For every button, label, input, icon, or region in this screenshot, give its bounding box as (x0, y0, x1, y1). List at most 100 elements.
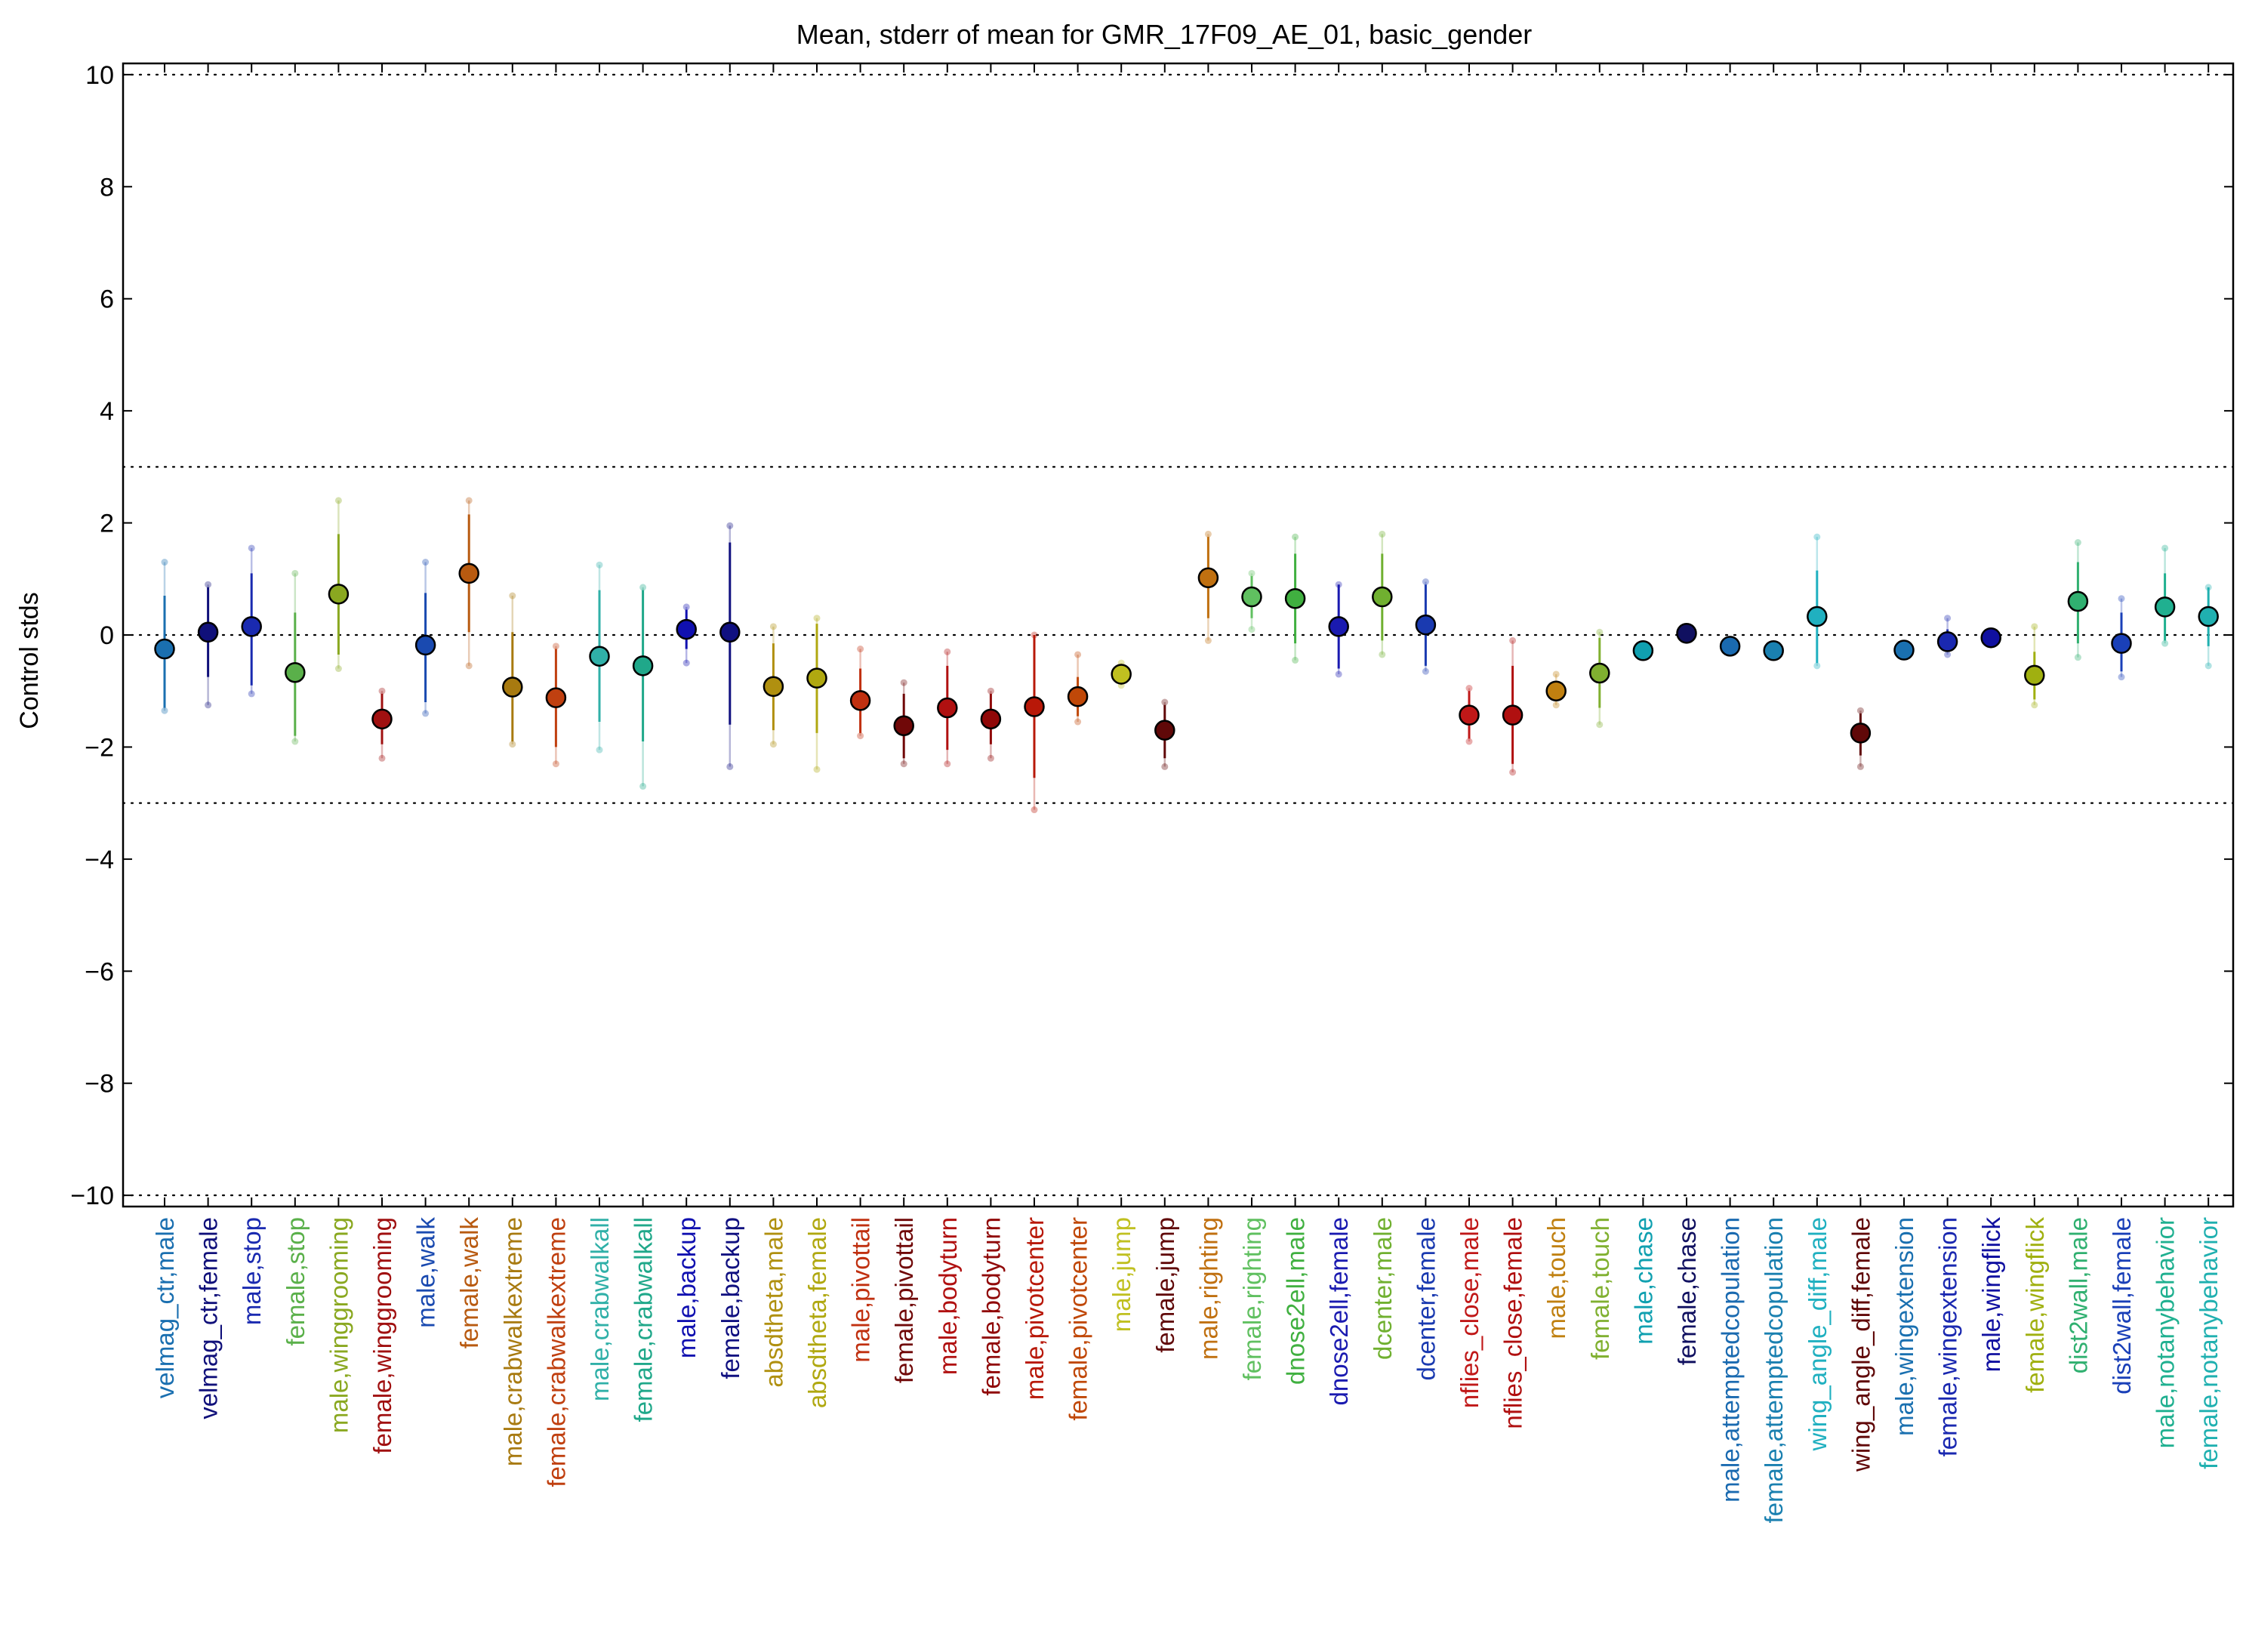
mean-marker (1632, 640, 1654, 661)
range-end-marker (1248, 626, 1255, 633)
range-end-marker (857, 646, 864, 653)
chart-title: Mean, stderr of mean for GMR_17F09_AE_01… (796, 19, 1533, 50)
x-category-label: male,pivotcenter (1021, 1217, 1049, 1400)
range-end-marker (205, 701, 212, 709)
range-end-marker (1509, 769, 1517, 776)
x-category-label: female,stop (282, 1217, 310, 1346)
y-tick-label: 8 (100, 173, 114, 202)
mean-marker (1284, 588, 1306, 609)
range-end-marker (291, 569, 299, 577)
mean-marker (1676, 623, 1697, 644)
y-tick-label: −10 (70, 1182, 114, 1210)
y-tick-label: 4 (100, 397, 114, 426)
mean-marker (1241, 586, 1262, 608)
range-end-marker (1204, 636, 1212, 644)
range-end-marker (291, 738, 299, 745)
range-end-marker (1813, 662, 1821, 670)
range-end-marker (2161, 544, 2169, 552)
range-end-marker (1944, 651, 1952, 658)
x-category-label: dnose2ell,male (1282, 1217, 1310, 1385)
range-end-marker (1031, 806, 1038, 814)
range-end-marker (552, 643, 559, 650)
mean-marker (1372, 586, 1393, 608)
range-end-marker (509, 741, 516, 748)
range-end-marker (1422, 667, 1429, 675)
y-tick-label: 2 (100, 510, 114, 538)
x-category-label: male,pivottail (847, 1217, 875, 1363)
range-end-marker (900, 760, 907, 768)
mean-marker (328, 584, 350, 605)
x-category-label: female,bodyturn (977, 1217, 1005, 1396)
x-category-label: female,jump (1151, 1217, 1179, 1353)
mean-marker (1980, 627, 2001, 649)
range-end-marker (1856, 763, 1864, 770)
range-end-marker (1074, 718, 1082, 726)
range-end-marker (552, 760, 559, 768)
mean-marker (371, 708, 393, 730)
range-end-marker (334, 665, 342, 673)
x-category-label: wing_angle_diff,male (1804, 1217, 1832, 1451)
range-end-marker (161, 559, 168, 566)
range-end-marker (1552, 670, 1560, 678)
range-end-marker (465, 662, 473, 670)
x-category-label: wing_angle_diff,female (1847, 1217, 1875, 1472)
range-end-marker (1379, 651, 1386, 658)
mean-marker (1415, 614, 1437, 636)
mean-marker (545, 687, 567, 708)
mean-marker (1067, 686, 1089, 707)
range-end-marker (1161, 763, 1169, 770)
x-category-label: absdtheta,female (803, 1217, 831, 1408)
x-category-label: male,walk (412, 1217, 440, 1328)
x-category-label: female,attemptedcopulation (1760, 1217, 1788, 1523)
mean-marker (1719, 636, 1741, 657)
range-end-marker (2031, 623, 2038, 630)
y-tick-label: −6 (85, 957, 114, 986)
range-end-marker (2031, 701, 2038, 709)
range-end-marker (1335, 670, 1342, 678)
mean-marker (241, 616, 262, 637)
x-axis: velmag_ctr,male velmag_ctr,female male,sto… (151, 63, 2223, 1523)
mean-marker (676, 618, 697, 640)
x-category-label: nflies_close,male (1456, 1217, 1483, 1408)
x-category-label: female,wingextension (1934, 1217, 1962, 1456)
range-end-marker (596, 746, 603, 754)
range-end-marker (1422, 578, 1429, 585)
mean-marker (719, 621, 741, 643)
mean-marker (2111, 633, 2132, 654)
x-category-label: male,touch (1542, 1217, 1570, 1339)
range-end-marker (1944, 615, 1952, 622)
x-category-label: velmag_ctr,female (195, 1217, 223, 1419)
range-end-marker (422, 559, 430, 566)
mean-marker (763, 676, 784, 698)
range-end-marker (682, 659, 690, 667)
x-category-label: female,winggrooming (368, 1217, 396, 1454)
range-end-marker (1074, 651, 1082, 658)
x-category-label: dist2wall,male (2064, 1217, 2092, 1373)
range-end-marker (2161, 640, 2169, 647)
x-category-label: velmag_ctr,male (151, 1217, 179, 1398)
x-category-label: female,pivottail (890, 1217, 918, 1383)
range-end-marker (1813, 533, 1821, 541)
mean-marker (893, 715, 914, 736)
x-category-label: male,bodyturn (934, 1217, 962, 1375)
mean-marker (2067, 590, 2089, 612)
range-end-marker (2118, 673, 2125, 681)
range-end-marker (248, 544, 255, 552)
range-end-marker (682, 603, 690, 611)
mean-marker (589, 646, 610, 667)
range-end-marker (1552, 701, 1560, 709)
mean-marker (285, 661, 306, 683)
mean-marker (1893, 640, 1915, 661)
range-end-marker (769, 741, 777, 748)
y-tick-label: −8 (85, 1070, 114, 1099)
range-end-marker (639, 584, 647, 591)
range-end-marker (1292, 656, 1299, 664)
data-points (154, 497, 2219, 814)
y-tick-label: −2 (85, 733, 114, 762)
x-category-label: male,wingflick (1977, 1217, 2005, 1373)
mean-marker (849, 690, 871, 711)
range-end-marker (1465, 738, 1473, 745)
range-end-marker (509, 592, 516, 599)
x-category-label: male,crabwalkall (586, 1217, 614, 1401)
